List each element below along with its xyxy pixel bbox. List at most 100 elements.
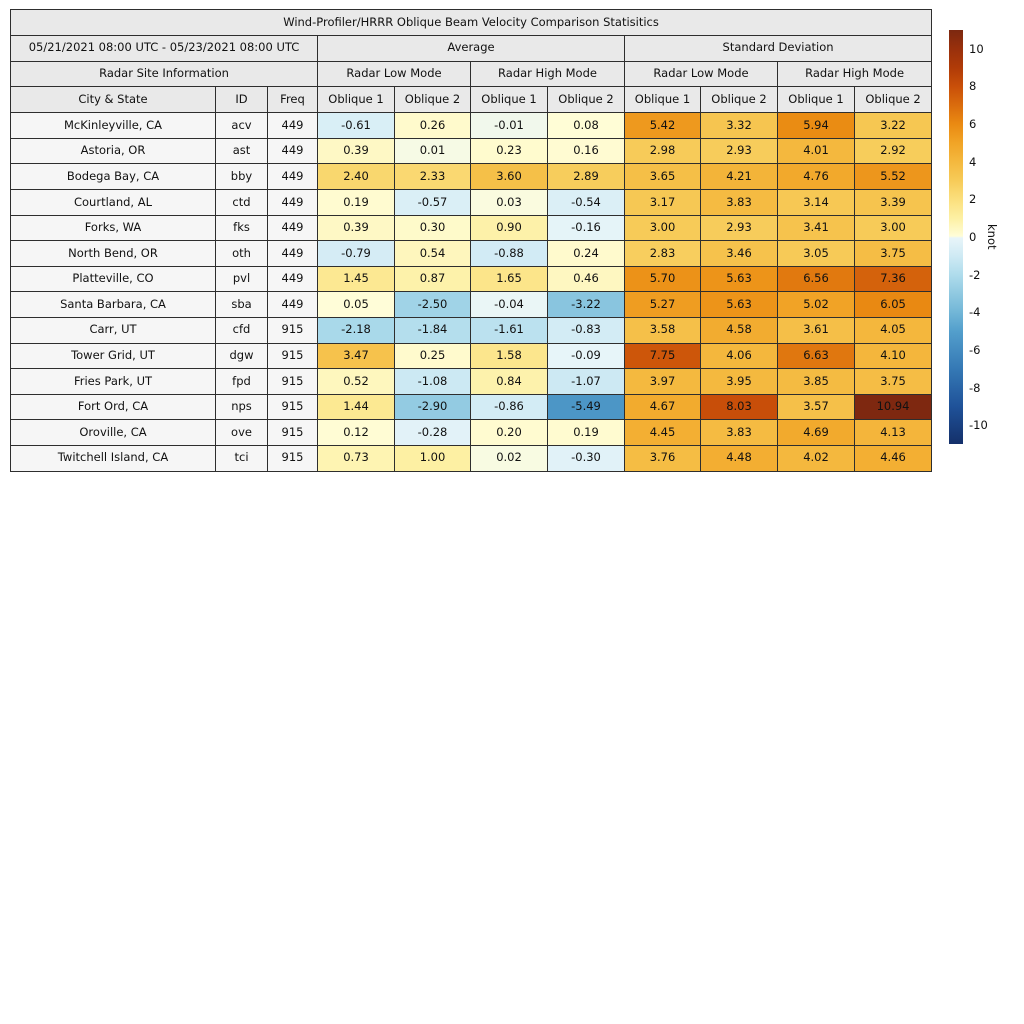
cell-site-id: tci <box>215 444 268 472</box>
column-header-city: City & State <box>10 86 216 114</box>
cell-value: 0.30 <box>394 214 471 242</box>
cell-value: 0.19 <box>317 188 395 216</box>
cell-value: -0.28 <box>394 419 471 446</box>
cell-value: 4.67 <box>624 393 701 421</box>
cell-value: 0.25 <box>394 342 471 370</box>
cell-value: 3.46 <box>700 240 778 267</box>
table-row: Carr, UT cfd 915 -2.18 -1.84 -1.61 -0.83 3.58 4.… <box>10 316 933 344</box>
cell-value: -0.54 <box>547 188 625 216</box>
cell-value: 1.58 <box>470 342 548 370</box>
cell-city: Tower Grid, UT <box>10 342 216 370</box>
cell-value: 0.46 <box>547 265 625 293</box>
cell-value: 3.00 <box>624 214 701 242</box>
table-row: Fries Park, UT fpd 915 0.52 -1.08 0.84 -1.07 3.… <box>10 368 933 395</box>
colorbar-gradient <box>949 30 963 444</box>
cell-value: 7.36 <box>853 265 933 293</box>
cell-value: -0.83 <box>547 316 625 344</box>
cell-value: 5.52 <box>853 163 933 190</box>
cell-value: 0.84 <box>470 368 548 395</box>
cell-value: 4.05 <box>853 316 933 344</box>
cell-value: 3.83 <box>700 188 778 216</box>
cell-city: Bodega Bay, CA <box>10 163 216 190</box>
cell-value: 2.93 <box>700 214 778 242</box>
cell-value: 3.76 <box>624 444 701 472</box>
cell-value: 2.83 <box>624 240 701 267</box>
cell-value: 5.63 <box>700 291 778 318</box>
table-row: Forks, WA fks 449 0.39 0.30 0.90 -0.16 3.00 2.93… <box>10 214 933 242</box>
colorbar-tick-label: 10 <box>969 41 984 56</box>
column-header-oblique: Oblique 2 <box>853 86 933 114</box>
cell-freq: 449 <box>267 214 318 242</box>
cell-value: 0.05 <box>317 291 395 318</box>
colorbar-tick-label: -6 <box>969 342 981 357</box>
cell-value: 3.75 <box>853 240 933 267</box>
cell-value: 3.60 <box>470 163 548 190</box>
cell-value: 5.27 <box>624 291 701 318</box>
cell-value: 3.32 <box>700 112 778 139</box>
table-row: Platteville, CO pvl 449 1.45 0.87 1.65 0.46 5.7… <box>10 265 933 293</box>
cell-value: -0.04 <box>470 291 548 318</box>
cell-value: 3.85 <box>777 368 855 395</box>
cell-value: 3.83 <box>700 419 778 446</box>
colorbar-unit-label: knot <box>985 224 999 250</box>
cell-value: 4.06 <box>700 342 778 370</box>
cell-city: Santa Barbara, CA <box>10 291 216 318</box>
table-row: Tower Grid, UT dgw 915 3.47 0.25 1.58 -0.09 7.7… <box>10 342 933 370</box>
colorbar-tick-label: 2 <box>969 192 977 207</box>
cell-value: 4.10 <box>853 342 933 370</box>
cell-freq: 449 <box>267 240 318 267</box>
table-row: Courtland, AL ctd 449 0.19 -0.57 0.03 -0.54 3.1… <box>10 188 933 216</box>
cell-city: Forks, WA <box>10 214 216 242</box>
cell-value: -0.09 <box>547 342 625 370</box>
cell-value: -1.84 <box>394 316 471 344</box>
cell-city: McKinleyville, CA <box>10 112 216 139</box>
cell-freq: 915 <box>267 393 318 421</box>
cell-value: 0.73 <box>317 444 395 472</box>
cell-value: -0.86 <box>470 393 548 421</box>
cell-value: 4.21 <box>700 163 778 190</box>
cell-city: Carr, UT <box>10 316 216 344</box>
column-header-row: City & State ID Freq Oblique 1 Oblique 2… <box>10 86 933 114</box>
cell-city: Astoria, OR <box>10 137 216 165</box>
cell-value: 4.02 <box>777 444 855 472</box>
cell-value: -1.07 <box>547 368 625 395</box>
cell-value: 0.39 <box>317 214 395 242</box>
cell-value: -0.79 <box>317 240 395 267</box>
cell-site-id: ctd <box>215 188 268 216</box>
cell-city: Fort Ord, CA <box>10 393 216 421</box>
cell-freq: 449 <box>267 265 318 293</box>
cell-value: 6.56 <box>777 265 855 293</box>
cell-value: 3.17 <box>624 188 701 216</box>
cell-value: 0.01 <box>394 137 471 165</box>
cell-value: -0.61 <box>317 112 395 139</box>
cell-value: 10.94 <box>853 393 933 421</box>
cell-value: 4.46 <box>853 444 933 472</box>
table-row: McKinleyville, CA acv 449 -0.61 0.26 -0.01 0.0… <box>10 112 933 139</box>
cell-value: 7.75 <box>624 342 701 370</box>
cell-site-id: sba <box>215 291 268 318</box>
colorbar-tick-label: -4 <box>969 305 981 320</box>
column-header-oblique: Oblique 1 <box>777 86 855 114</box>
cell-value: 4.76 <box>777 163 855 190</box>
table-row: Fort Ord, CA nps 915 1.44 -2.90 -0.86 -5.49 4.6… <box>10 393 933 421</box>
title-row: Wind-Profiler/HRRR Oblique Beam Velocity… <box>9 9 933 36</box>
date-range: 05/21/2021 08:00 UTC - 05/23/2021 08:00 … <box>10 34 318 62</box>
table-row: Bodega Bay, CA bby 449 2.40 2.33 3.60 2.89 3.65… <box>10 163 933 190</box>
cell-value: 3.00 <box>853 214 933 242</box>
cell-site-id: pvl <box>215 265 268 293</box>
mode-header-avg-low: Radar Low Mode <box>317 60 471 88</box>
colorbar-tick-label: 8 <box>969 79 977 94</box>
cell-site-id: ast <box>215 137 268 165</box>
cell-value: -0.57 <box>394 188 471 216</box>
cell-value: -1.08 <box>394 368 471 395</box>
cell-freq: 449 <box>267 137 318 165</box>
cell-freq: 449 <box>267 163 318 190</box>
colorbar-tick-label: -10 <box>969 418 988 433</box>
table-row: Santa Barbara, CA sba 449 0.05 -2.50 -0.04 -3.… <box>10 291 933 318</box>
cell-value: 8.03 <box>700 393 778 421</box>
cell-value: 0.08 <box>547 112 625 139</box>
cell-freq: 915 <box>267 419 318 446</box>
cell-value: -0.88 <box>470 240 548 267</box>
cell-value: 3.39 <box>853 188 933 216</box>
cell-value: 3.14 <box>777 188 855 216</box>
